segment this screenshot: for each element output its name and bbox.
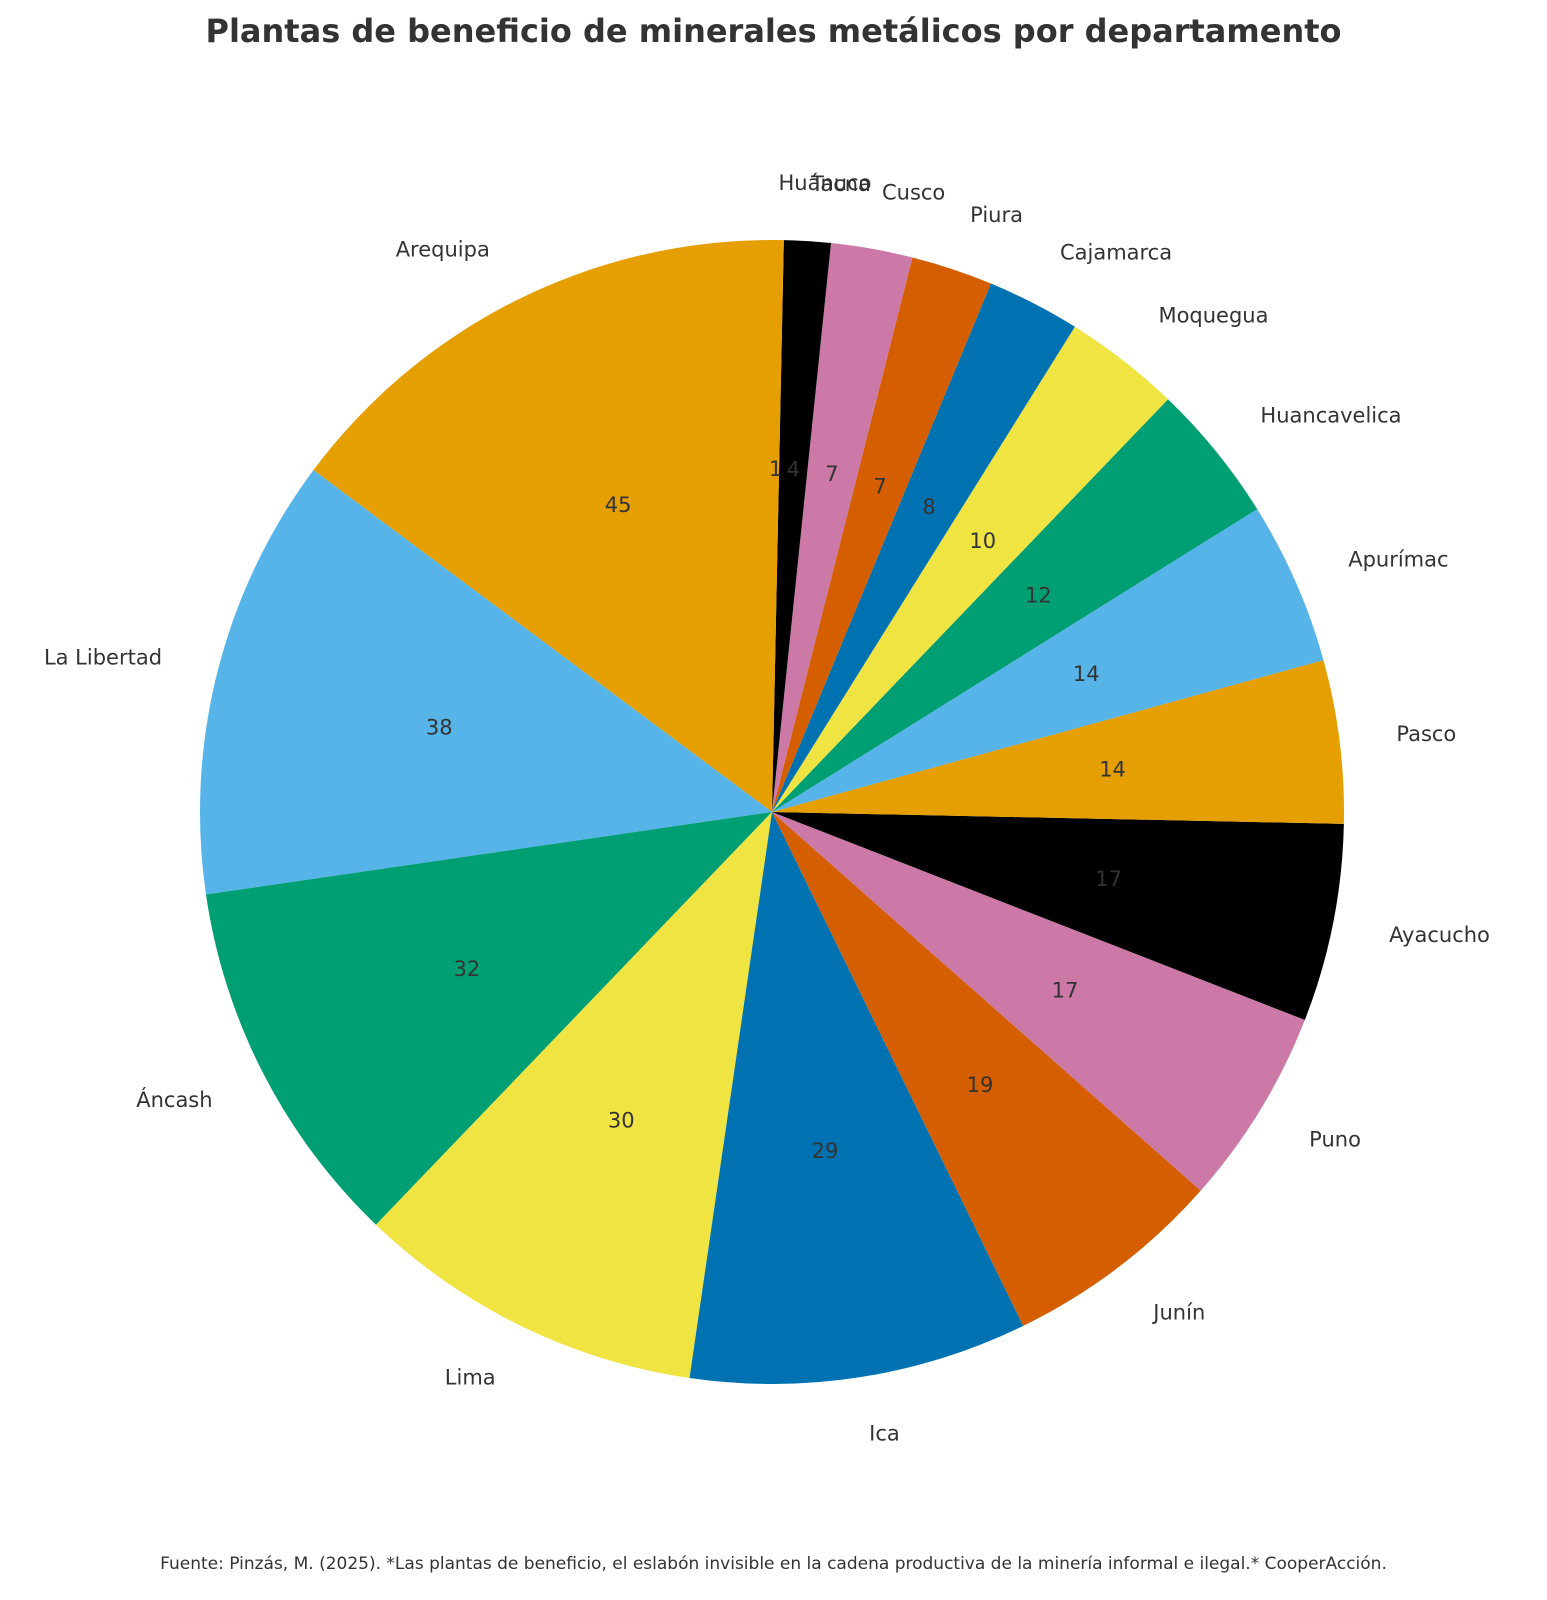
pie-value-label-cajamarca: 8	[922, 495, 935, 519]
pie-slice-moquegua	[772, 326, 1169, 812]
pie-slice-apurimac	[772, 509, 1324, 812]
pie-value-label-lima: 30	[608, 1108, 635, 1132]
pie-slice-tacna	[772, 240, 832, 812]
pie-slices	[200, 240, 1344, 1385]
pie-value-label-piura: 7	[873, 474, 886, 498]
pie-slice-lima	[375, 812, 772, 1379]
pie-slice-junin	[772, 812, 1201, 1326]
pie-slice-pasco	[772, 660, 1344, 824]
pie-value-label-cusco: 7	[825, 462, 838, 486]
pie-value-labels: 45 38 32 30 29 19 17 17 14 14 12 10 8 7 7 41	[426, 457, 1126, 1163]
pie-value-label-pasco: 14	[1099, 758, 1126, 782]
pie-category-label-pasco: Pasco	[1396, 722, 1456, 746]
pie-slice-arequipa	[313, 240, 772, 812]
pie-category-label-cusco: Cusco	[882, 180, 945, 204]
pie-value-label-arequipa: 45	[605, 493, 632, 517]
pie-category-label-piura: Piura	[970, 203, 1023, 227]
pie-category-label-arequipa: Arequipa	[396, 238, 490, 262]
pie-category-label-la-libertad: La Libertad	[44, 646, 162, 670]
pie-category-label-ayacucho: Ayacucho	[1389, 923, 1490, 947]
pie-value-label-tacna: 4	[787, 457, 800, 481]
pie-category-label-puno: Puno	[1309, 1128, 1361, 1152]
pie-category-label-lima: Lima	[445, 1365, 496, 1389]
pie-value-label-huancavelica: 12	[1025, 584, 1052, 608]
pie-category-labels: Arequipa La Libertad Áncash Lima Ica Junín Pun…	[44, 171, 1490, 1446]
pie-category-label-huanuco: Huánuco	[779, 171, 872, 195]
pie-value-label-puno: 17	[1052, 979, 1079, 1003]
pie-category-label-ancash: Áncash	[136, 1087, 212, 1112]
pie-slice-puno	[772, 812, 1305, 1191]
pie-value-label-ancash: 32	[453, 957, 480, 981]
pie-category-label-huancavelica: Huancavelica	[1260, 403, 1401, 427]
pie-category-label-junin: Junín	[1151, 1300, 1205, 1324]
pie-category-label-tacna: Tacna	[810, 172, 871, 196]
pie-value-label-ica: 29	[812, 1139, 839, 1163]
pie-value-label-apurimac: 14	[1073, 662, 1100, 686]
pie-category-label-moquegua: Moquegua	[1158, 303, 1268, 327]
pie-slice-cajamarca	[772, 283, 1075, 812]
pie-value-label-la-libertad: 38	[426, 716, 453, 740]
source-note: Fuente: Pinzás, M. (2025). *Las plantas …	[160, 1554, 1387, 1574]
pie-value-label-moquegua: 10	[969, 529, 996, 553]
pie-slice-huanuco	[772, 240, 784, 812]
pie-slice-ica	[689, 812, 1024, 1385]
pie-slice-cusco	[772, 243, 913, 812]
pie-slice-ayacucho	[772, 812, 1344, 1020]
pie-slice-huancavelica	[772, 399, 1258, 812]
pie-value-label-ayacucho: 17	[1095, 867, 1122, 891]
pie-value-label-huanuco: 1	[769, 457, 782, 481]
pie-category-label-ica: Ica	[869, 1422, 900, 1446]
pie-slice-piura	[772, 257, 991, 812]
pie-category-label-cajamarca: Cajamarca	[1060, 241, 1172, 265]
pie-category-label-apurimac: Apurímac	[1348, 547, 1448, 571]
pie-slice-la-libertad	[200, 470, 773, 895]
pie-value-label-junin: 19	[967, 1073, 994, 1097]
chart-title: Plantas de beneficio de minerales metáli…	[205, 12, 1342, 50]
pie-slice-ancash	[205, 812, 773, 1225]
